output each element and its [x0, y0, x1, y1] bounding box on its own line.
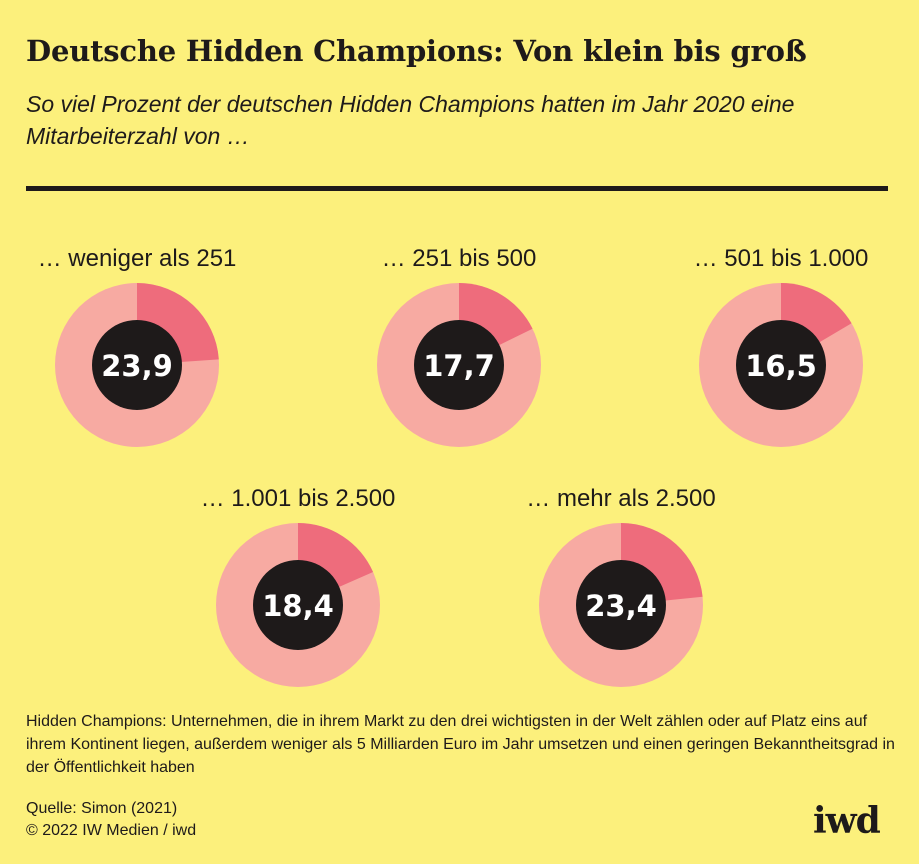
- donut-center: [253, 560, 343, 650]
- value-label: 23,9: [101, 349, 173, 383]
- category-label: … mehr als 2.500: [526, 485, 715, 512]
- donut-center: [576, 560, 666, 650]
- divider-rule: [26, 186, 888, 191]
- category-label: … weniger als 251: [38, 245, 237, 272]
- value-label: 17,7: [423, 349, 495, 383]
- category-label: … 501 bis 1.000: [694, 245, 869, 272]
- chart-subtitle: So viel Prozent der deutschen Hidden Cha…: [26, 91, 795, 149]
- iwd-logo: iwd: [813, 800, 881, 842]
- value-label: 18,4: [262, 589, 334, 623]
- value-label: 16,5: [745, 349, 817, 383]
- value-label: 23,4: [585, 589, 657, 623]
- category-label: … 251 bis 500: [382, 245, 537, 272]
- donut-center: [92, 320, 182, 410]
- category-label: … 1.001 bis 2.500: [201, 485, 396, 512]
- donut-center: [736, 320, 826, 410]
- source-block: Quelle: Simon (2021) © 2022 IW Medien / …: [26, 798, 196, 842]
- source-text: Quelle: Simon (2021): [26, 800, 178, 817]
- chart-title: Deutsche Hidden Champions: Von klein bis…: [26, 34, 807, 68]
- donut-center: [414, 320, 504, 410]
- footnote: Hidden Champions: Unternehmen, die in ih…: [26, 713, 895, 776]
- copyright-text: © 2022 IW Medien / iwd: [26, 822, 197, 839]
